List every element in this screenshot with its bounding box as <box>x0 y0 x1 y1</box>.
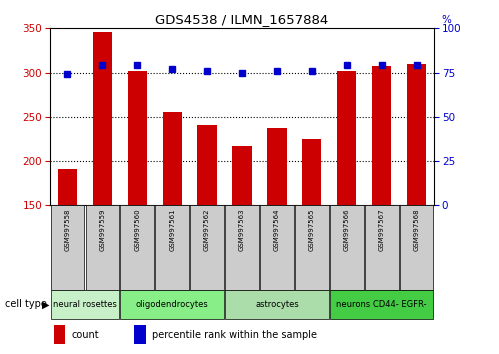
FancyBboxPatch shape <box>85 205 119 290</box>
Text: GSM997561: GSM997561 <box>169 209 175 251</box>
Text: GSM997567: GSM997567 <box>379 209 385 251</box>
Text: ▶: ▶ <box>42 299 50 309</box>
FancyBboxPatch shape <box>400 205 434 290</box>
Text: oligodendrocytes: oligodendrocytes <box>136 300 209 309</box>
Title: GDS4538 / ILMN_1657884: GDS4538 / ILMN_1657884 <box>155 13 329 26</box>
Bar <box>267 128 286 205</box>
Bar <box>93 32 112 205</box>
Bar <box>128 71 147 205</box>
Text: GSM997564: GSM997564 <box>274 209 280 251</box>
FancyBboxPatch shape <box>295 205 329 290</box>
Bar <box>134 325 146 344</box>
FancyBboxPatch shape <box>225 290 329 319</box>
Text: cell type: cell type <box>5 299 47 309</box>
FancyBboxPatch shape <box>155 205 189 290</box>
FancyBboxPatch shape <box>225 205 259 290</box>
Bar <box>302 139 321 205</box>
Text: count: count <box>71 330 99 339</box>
Bar <box>163 112 182 205</box>
Bar <box>372 67 391 205</box>
Text: GSM997563: GSM997563 <box>239 209 245 251</box>
FancyBboxPatch shape <box>120 290 224 319</box>
Bar <box>54 325 65 344</box>
Text: GSM997568: GSM997568 <box>414 209 420 251</box>
FancyBboxPatch shape <box>190 205 224 290</box>
Text: GSM997566: GSM997566 <box>344 209 350 251</box>
Bar <box>233 146 251 205</box>
Text: astrocytes: astrocytes <box>255 300 299 309</box>
FancyBboxPatch shape <box>260 205 294 290</box>
Text: GSM997559: GSM997559 <box>99 209 105 251</box>
Text: %: % <box>442 15 452 25</box>
Text: neural rosettes: neural rosettes <box>53 300 117 309</box>
Text: percentile rank within the sample: percentile rank within the sample <box>152 330 317 339</box>
FancyBboxPatch shape <box>365 205 399 290</box>
Text: GSM997560: GSM997560 <box>134 209 140 251</box>
Text: GSM997565: GSM997565 <box>309 209 315 251</box>
Bar <box>337 71 356 205</box>
FancyBboxPatch shape <box>330 205 364 290</box>
FancyBboxPatch shape <box>50 205 84 290</box>
FancyBboxPatch shape <box>330 290 434 319</box>
Text: GSM997562: GSM997562 <box>204 209 210 251</box>
Bar <box>407 64 426 205</box>
Bar <box>58 169 77 205</box>
Text: neurons CD44- EGFR-: neurons CD44- EGFR- <box>336 300 427 309</box>
Bar <box>198 125 217 205</box>
Text: GSM997558: GSM997558 <box>64 209 70 251</box>
FancyBboxPatch shape <box>120 205 154 290</box>
FancyBboxPatch shape <box>50 290 119 319</box>
